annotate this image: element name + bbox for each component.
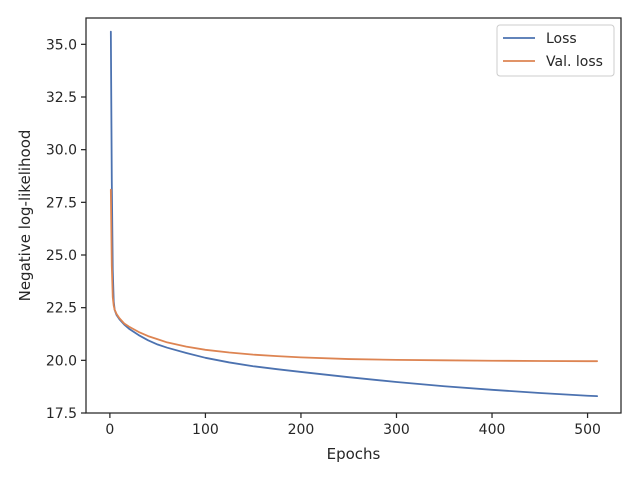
y-tick-label: 32.5 [46,90,77,106]
series-layer [109,30,599,398]
y-tick-label: 20.0 [46,353,77,369]
y-tick-label: 35.0 [46,37,77,53]
y-axis-ticks: 17.5 20.0 22.5 25.0 27.5 30.0 32.5 35.0 [46,37,86,422]
series-line-val-loss [109,188,599,363]
y-tick-label: 30.0 [46,143,77,159]
x-axis-label: Epochs [327,445,381,463]
y-tick-label: 22.5 [46,301,77,317]
x-tick-label: 100 [192,422,219,438]
x-tick-label: 300 [383,422,410,438]
x-tick-label: 0 [105,422,114,438]
y-axis-label: Negative log-likelihood [16,130,34,302]
plot-frame [85,17,622,414]
legend-label-val-loss: Val. loss [546,54,603,70]
x-tick-label: 500 [574,422,601,438]
y-tick-label: 17.5 [46,406,77,422]
x-axis-ticks: 0 100 200 300 400 500 [105,413,601,438]
y-tick-label: 25.0 [46,248,77,264]
legend-label-loss: Loss [546,31,577,47]
x-tick-label: 200 [288,422,315,438]
legend: Loss Val. loss [496,24,615,77]
y-tick-label: 27.5 [46,195,77,211]
plot-area [86,18,621,413]
x-tick-label: 400 [479,422,506,438]
